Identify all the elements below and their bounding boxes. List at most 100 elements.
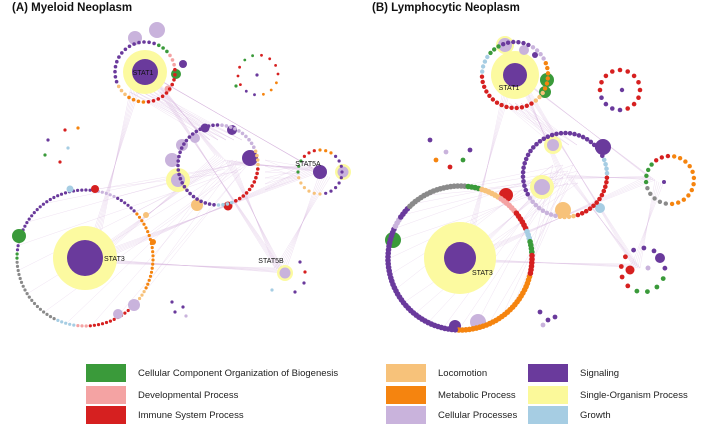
edge [92, 261, 278, 270]
gene-node [43, 153, 47, 157]
ring-node [511, 39, 516, 45]
ring-node [203, 201, 208, 205]
ring-node [603, 184, 608, 189]
ring-node [185, 188, 189, 193]
ring-node [603, 162, 608, 167]
ring-node [240, 131, 245, 136]
ring-node [566, 214, 572, 220]
hub-label: STAT5A [295, 161, 321, 168]
ring-node [520, 174, 526, 180]
edge [264, 165, 301, 171]
edge [144, 71, 321, 173]
ring-node [631, 73, 637, 79]
ring-node [488, 50, 493, 56]
ring-node [665, 153, 671, 159]
edge [115, 162, 250, 320]
ring-node [554, 131, 559, 137]
ring-node [30, 214, 34, 218]
legend-swatch [386, 364, 426, 382]
edge [463, 177, 652, 261]
legend-item-signaling: Signaling [528, 364, 619, 382]
ring-node [625, 69, 630, 74]
edge [264, 169, 301, 191]
ring-node [584, 137, 590, 142]
ring-node [116, 196, 120, 200]
ring-node [64, 321, 68, 325]
ring-node [76, 188, 80, 192]
ring-node [146, 100, 151, 104]
edge [135, 91, 219, 141]
ring-node [184, 138, 189, 143]
gene-node [165, 153, 179, 167]
ring-node [646, 167, 651, 173]
ring-node [603, 73, 609, 79]
edge [43, 165, 230, 204]
ring-node [544, 81, 550, 86]
hub-label: STAT3 [472, 270, 493, 277]
edge [90, 168, 315, 262]
ring-node [160, 94, 165, 99]
edge [459, 182, 559, 329]
edge [572, 178, 633, 265]
ring-node [533, 98, 538, 103]
legend-item-cellular-component: Cellular Component Organization of Bioge… [86, 364, 338, 382]
legend-label: Single-Organism Process [580, 389, 688, 401]
ring-node [150, 266, 154, 270]
ring-node [198, 127, 202, 131]
ring-node [179, 146, 184, 150]
edge [152, 75, 313, 169]
gene-node [537, 309, 543, 315]
ring-node [80, 188, 84, 192]
ring-node [542, 86, 548, 91]
ring-node [579, 211, 585, 216]
ring-node [45, 200, 49, 204]
stat3-hub-b [444, 242, 476, 274]
edge [86, 70, 144, 260]
edge [150, 74, 315, 170]
ring-node [229, 200, 234, 205]
gene-node [534, 179, 550, 195]
ring-node [215, 123, 220, 127]
ring-node [603, 101, 609, 107]
ring-node [146, 230, 150, 234]
ring-node [180, 181, 184, 185]
ring-node [207, 202, 212, 206]
ring-node [545, 76, 550, 81]
ring-node [318, 148, 322, 152]
ring-node [123, 92, 127, 97]
ring-node [165, 49, 169, 54]
ring-node [523, 156, 529, 162]
ring-node [659, 255, 664, 261]
ring-node [521, 40, 526, 46]
edge [86, 170, 319, 260]
edge [274, 176, 331, 269]
ring-node [35, 304, 40, 309]
ring-node [337, 159, 341, 163]
ring-node [631, 101, 637, 107]
ring-node [623, 254, 628, 260]
node-layer: STAT3 STAT1 STAT5A STAT5B STAT3 STAT1 [12, 22, 697, 333]
ring-node [151, 99, 156, 103]
ring-node [15, 260, 19, 264]
edge [639, 179, 656, 269]
ring-node [147, 233, 151, 238]
edge [153, 91, 219, 141]
ring-node [610, 69, 615, 74]
ring-node [233, 126, 237, 131]
ring-node [41, 202, 46, 206]
edge [416, 176, 574, 313]
ring-node [681, 197, 686, 202]
edge [514, 102, 570, 146]
ring-node [176, 163, 180, 168]
ring-node [52, 195, 56, 200]
ring-node [324, 149, 328, 153]
ring-node [16, 244, 20, 248]
edge [84, 171, 321, 259]
edge [91, 168, 230, 326]
ring-node [641, 245, 647, 251]
stat3-ring-b [385, 183, 535, 333]
ring-node [56, 194, 60, 198]
ring-node [255, 158, 260, 162]
edge [278, 174, 327, 271]
edge [94, 262, 276, 269]
